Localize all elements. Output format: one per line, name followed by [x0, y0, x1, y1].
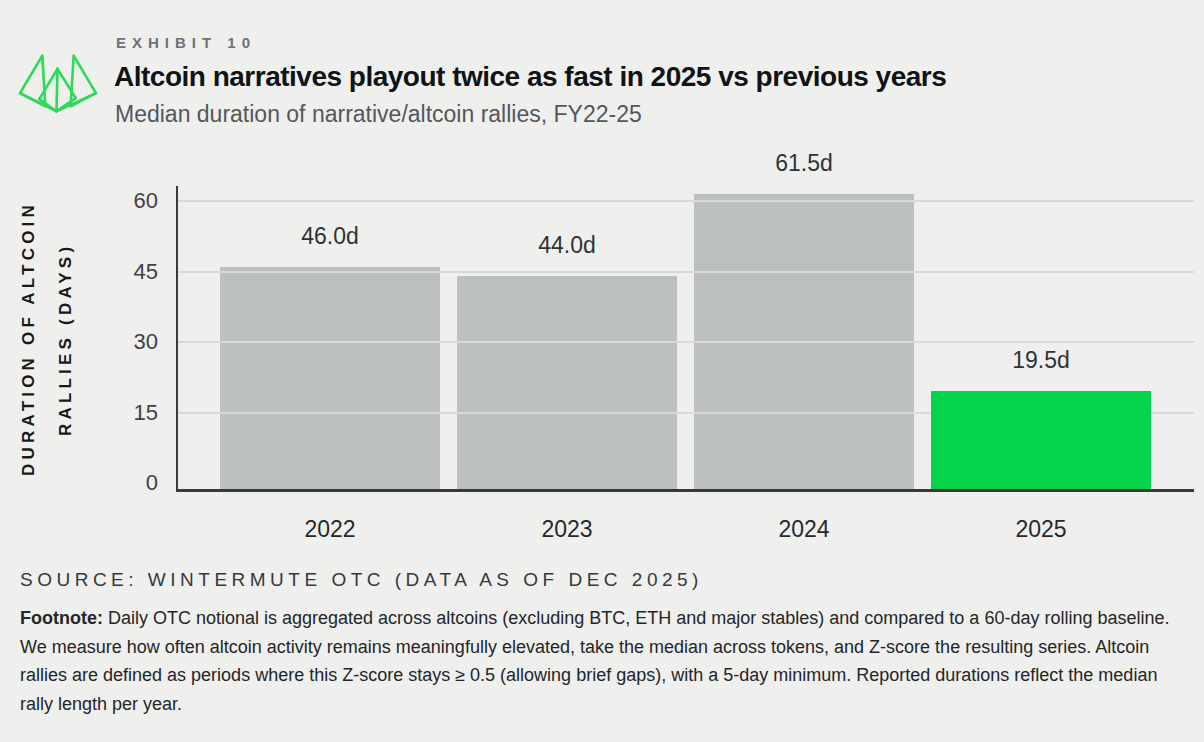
bar-2023 — [457, 276, 677, 489]
bar-value-label-2025: 19.5d — [931, 345, 1151, 375]
exhibit-label: EXHIBIT 10 — [116, 34, 256, 51]
y-tick-45: 45 — [0, 258, 158, 286]
gridline-30 — [178, 341, 1194, 343]
footnote-label: Footnote: — [20, 608, 103, 628]
plot-area: 46.0d44.0d61.5d19.5d — [178, 185, 1194, 492]
gridline-60 — [178, 200, 1194, 202]
chart-title: Altcoin narratives playout twice as fast… — [114, 61, 946, 93]
source-line: SOURCE: WINTERMUTE OTC (DATA AS OF DEC 2… — [20, 569, 703, 591]
y-tick-0: 0 — [0, 469, 158, 497]
exhibit-card: EXHIBIT 10 Altcoin narratives playout tw… — [0, 0, 1204, 742]
bar-2022 — [220, 267, 440, 489]
gridline-45 — [178, 271, 1194, 273]
x-tick-2025: 2025 — [931, 514, 1151, 544]
x-tick-2023: 2023 — [457, 514, 677, 544]
footnote: Footnote: Daily OTC notional is aggregat… — [20, 604, 1180, 718]
y-tick-15: 15 — [0, 399, 158, 427]
bar-value-label-2024: 61.5d — [694, 148, 914, 178]
bar-value-label-2022: 46.0d — [220, 221, 440, 251]
x-axis-line — [178, 489, 1194, 492]
x-tick-2024: 2024 — [694, 514, 914, 544]
y-tick-60: 60 — [0, 187, 158, 215]
x-tick-2022: 2022 — [220, 514, 440, 544]
y-tick-30: 30 — [0, 328, 158, 356]
footnote-text: Daily OTC notional is aggregated across … — [20, 608, 1170, 714]
bar-value-label-2023: 44.0d — [457, 230, 677, 260]
bar-2025 — [931, 391, 1151, 489]
wintermute-logo-icon — [16, 52, 100, 116]
chart-subtitle: Median duration of narrative/altcoin ral… — [115, 101, 642, 128]
